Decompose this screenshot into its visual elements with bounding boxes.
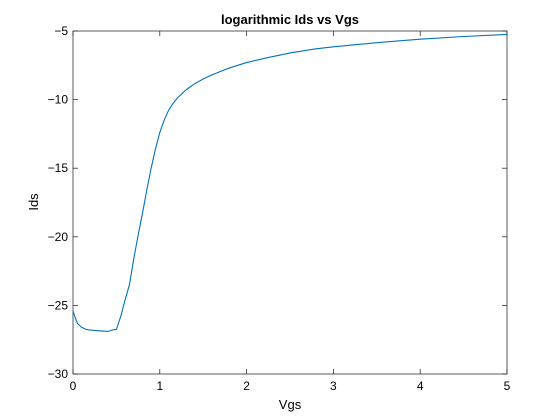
x-tick-label: 3 bbox=[330, 379, 337, 393]
y-tick-label: −15 bbox=[48, 161, 69, 175]
tick-labels: 0 1 2 3 4 5 −30 −25 −20 −15 −10 −5 bbox=[48, 24, 511, 393]
y-tick-label: −10 bbox=[48, 93, 69, 107]
y-tick-label: −20 bbox=[48, 230, 69, 244]
plot-area bbox=[72, 30, 508, 375]
tick-marks bbox=[72, 30, 508, 375]
y-tick-label: −30 bbox=[48, 367, 69, 381]
x-tick-label: 2 bbox=[243, 379, 250, 393]
y-axis-label: Ids bbox=[26, 193, 41, 211]
x-tick-label: 5 bbox=[504, 379, 511, 393]
y-tick-label: −25 bbox=[48, 298, 69, 312]
x-tick-label: 4 bbox=[417, 379, 424, 393]
x-axis-label: Vgs bbox=[279, 397, 302, 412]
y-tick-label: −5 bbox=[54, 24, 68, 38]
chart-title: logarithmic Ids vs Vgs bbox=[221, 12, 359, 27]
series-line bbox=[72, 33, 508, 333]
x-tick-label: 1 bbox=[156, 379, 163, 393]
x-tick-label: 0 bbox=[70, 379, 77, 393]
